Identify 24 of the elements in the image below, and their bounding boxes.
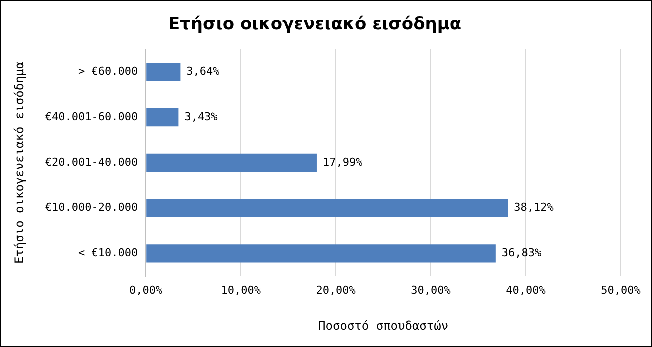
y-tick-label: > €60.000 xyxy=(78,64,138,78)
bar xyxy=(146,244,496,263)
x-tick-label: 30,00% xyxy=(411,284,452,297)
data-label: 38,12% xyxy=(514,201,554,214)
x-tick-label: 40,00% xyxy=(506,284,546,297)
bar xyxy=(146,199,508,218)
x-tick-label: 50,00% xyxy=(601,284,642,297)
data-label: 3,43% xyxy=(184,110,218,124)
data-label: 17,99% xyxy=(322,156,364,169)
y-tick-label: €20.001-40.000 xyxy=(45,156,138,169)
y-tick-label: €40.001-60.000 xyxy=(45,110,138,124)
x-tick-label: 10,00% xyxy=(221,284,262,297)
y-tick-label: < €10.000 xyxy=(78,246,138,260)
bar xyxy=(146,63,181,82)
data-label: 3,64% xyxy=(186,64,220,78)
x-axis-title: Ποσοστό σπουδαστών xyxy=(318,318,449,333)
bar xyxy=(146,154,317,172)
data-label: 36,83% xyxy=(502,246,542,260)
x-tick-label: 0,00% xyxy=(130,284,164,297)
y-tick-label: €10.000-20.000 xyxy=(45,201,138,214)
x-tick-label: 20,00% xyxy=(316,284,356,297)
chart-title: Ετήσιο οικογενειακό εισόδημα xyxy=(168,14,462,35)
y-axis-title: Ετήσιο οικογενειακό εισόδημα xyxy=(12,62,26,264)
bar xyxy=(146,108,179,127)
